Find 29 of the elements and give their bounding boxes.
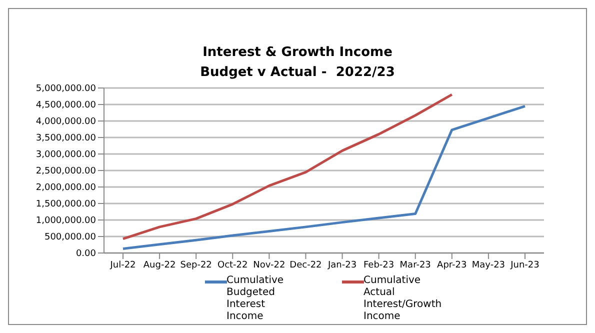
x-tick-label: Mar-23: [400, 260, 431, 270]
y-tick-label: 1,500,000.00: [36, 200, 96, 210]
x-tick-label: Dec-22: [290, 260, 322, 270]
x-tick-label: Jun-23: [510, 260, 540, 270]
chart-subtitle: Budget v Actual - 2022/23: [199, 64, 396, 82]
y-tick-label: 0.00: [76, 249, 96, 260]
y-tick-label: 1,000,000.00: [36, 216, 96, 226]
legend-label: Cumulative Actual Interest/Growth Income: [364, 275, 442, 323]
y-tick-label: 5,000,000.00: [36, 84, 96, 94]
chart-title: Interest & Growth Income: [202, 44, 394, 62]
x-tick-label: May-23: [472, 260, 506, 270]
y-tick-label: 4,500,000.00: [36, 100, 96, 111]
x-tick-label: Oct-22: [218, 260, 248, 270]
x-tick-label: Jan-23: [326, 260, 357, 270]
y-tick-label: 2,500,000.00: [36, 166, 96, 177]
y-tick-label: 4,000,000.00: [36, 117, 96, 128]
x-tick-label: Nov-22: [253, 260, 286, 270]
x-tick-label: Apr-23: [437, 260, 467, 270]
x-tick-label: Aug-22: [143, 260, 176, 270]
y-tick-label: 500,000.00: [44, 232, 96, 243]
line-series: [122, 93, 454, 240]
y-tick-label: 3,000,000.00: [36, 150, 96, 160]
y-tick-label: 3,500,000.00: [36, 134, 96, 144]
x-tick-label: Jul-22: [109, 260, 136, 270]
x-tick-label: Sep-22: [180, 260, 212, 270]
y-tick-label: 2,000,000.00: [36, 183, 96, 194]
legend-label: Cumulative Budgeted Interest Income: [226, 275, 285, 323]
line-series: [122, 104, 526, 250]
x-tick-label: Feb-23: [364, 260, 394, 270]
